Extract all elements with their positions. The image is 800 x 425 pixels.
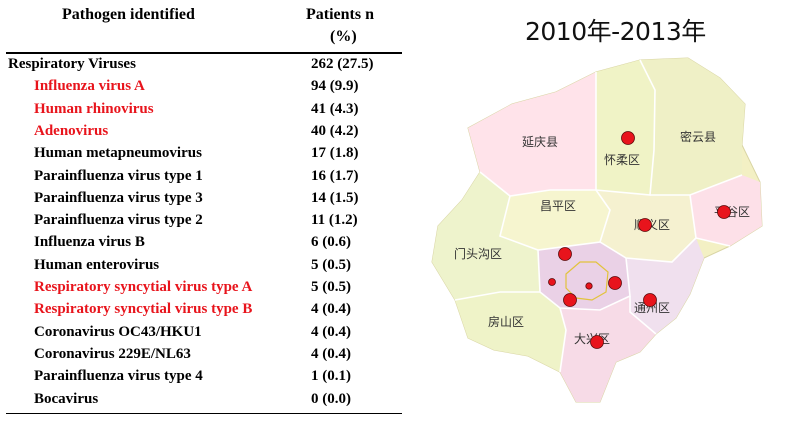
- pathogen-table: Pathogen identified Patients n (%) Respi…: [0, 6, 402, 414]
- patients-value: 5 (0.5): [311, 279, 351, 295]
- pathogen-label: Adenovirus: [34, 122, 109, 139]
- table-row: Respiratory Viruses 262 (27.5): [0, 56, 400, 78]
- pathogen-label: Respiratory syncytial virus type B: [34, 301, 253, 318]
- table-row: Influenza virus B 6 (0.6): [0, 234, 400, 256]
- pathogen-label: Coronavirus 229E/NL63: [34, 345, 191, 362]
- label-changping: 昌平区: [540, 199, 576, 213]
- urban-ring-roads: [565, 261, 609, 301]
- marker-fengtai: [563, 293, 577, 307]
- district-borders: [454, 59, 743, 373]
- district-fangshan: [455, 292, 566, 372]
- table-row: Parainfluenza virus type 2 11 (1.2): [0, 212, 400, 234]
- table-row: Coronavirus OC43/HKU1 4 (0.4): [0, 324, 400, 346]
- district-huairou: [596, 60, 655, 195]
- label-tongzhou: 通州区: [634, 301, 670, 315]
- header-patients-line1: Patients n: [306, 6, 374, 23]
- table-row: Human rhinovirus 41 (4.3): [0, 101, 400, 123]
- bottom-rule: [6, 413, 402, 414]
- marker-center-small: [585, 282, 593, 290]
- table-row: Respiratory syncytial virus type B 4 (0.4…: [0, 301, 400, 323]
- pathogen-label: Human rhinovirus: [34, 100, 154, 117]
- pathogen-label: Parainfluenza virus type 3: [34, 189, 203, 206]
- patients-value: 41 (4.3): [311, 100, 359, 117]
- patients-value: 0 (0.0): [311, 390, 351, 407]
- pathogen-label: Human enterovirus: [34, 256, 160, 273]
- district-mentougou: [432, 172, 540, 300]
- patients-value: 16 (1.7): [311, 167, 359, 184]
- district-miyun: [640, 58, 745, 195]
- table-row: Human metapneumovirus 17 (1.8): [0, 145, 400, 167]
- pathogen-label: Respiratory Viruses: [8, 56, 136, 72]
- table-row: Parainfluenza virus type 4 1 (0.1): [0, 368, 400, 390]
- patients-value: 17 (1.8): [311, 145, 359, 162]
- table-row: Adenovirus 40 (4.2): [0, 123, 400, 145]
- marker-fengtai-small: [548, 278, 556, 286]
- label-mentougou: 门头沟区: [454, 246, 502, 261]
- marker-huairou: [621, 131, 635, 145]
- pathogen-label: Parainfluenza virus type 1: [34, 167, 203, 184]
- marker-pinggu: [717, 205, 731, 219]
- marker-haidian: [558, 247, 572, 261]
- pathogen-label: Respiratory syncytial virus type A: [34, 279, 253, 295]
- label-fangshan: 房山区: [488, 314, 524, 329]
- district-daxing: [560, 296, 656, 402]
- patients-value: 1 (0.1): [311, 368, 351, 385]
- patients-value: 4 (0.4): [311, 345, 351, 362]
- header-patients-line2: (%): [330, 28, 357, 45]
- label-miyun: 密云县: [680, 129, 716, 144]
- patients-value: 6 (0.6): [311, 234, 351, 251]
- patients-value: 4 (0.4): [311, 323, 351, 340]
- patients-value: 40 (4.2): [311, 122, 359, 139]
- marker-daxing: [590, 335, 604, 349]
- district-yanqing: [468, 72, 596, 196]
- pathogen-label: Bocavirus: [34, 390, 99, 407]
- marker-chaoyang: [608, 276, 622, 290]
- patients-value: 262 (27.5): [311, 56, 374, 72]
- patients-value: 94 (9.9): [311, 78, 359, 95]
- pathogen-label: Influenza virus B: [34, 234, 145, 251]
- district-tongzhou: [626, 238, 704, 334]
- patients-value: 5 (0.5): [311, 256, 351, 273]
- marker-tongzhou: [643, 293, 657, 307]
- table-row: Coronavirus 229E/NL63 4 (0.4): [0, 346, 400, 368]
- district-changping: [500, 190, 610, 250]
- pathogen-label: Parainfluenza virus type 2: [34, 212, 203, 229]
- pathogen-label: Influenza virus A: [34, 78, 145, 95]
- marker-shunyi: [638, 218, 652, 232]
- header-rule: [6, 52, 402, 54]
- table-row: Parainfluenza virus type 1 16 (1.7): [0, 168, 400, 190]
- label-huairou: 怀柔区: [604, 153, 640, 167]
- pathogen-label: Coronavirus OC43/HKU1: [34, 323, 202, 340]
- table-row: Influenza virus A 94 (9.9): [0, 78, 400, 100]
- case-markers: [548, 131, 731, 349]
- patients-value: 4 (0.4): [311, 301, 351, 318]
- table-row: Parainfluenza virus type 3 14 (1.5): [0, 190, 400, 212]
- patients-value: 11 (1.2): [311, 212, 358, 229]
- pathogen-label: Human metapneumovirus: [34, 145, 202, 162]
- beijing-district-map: 延庆县 怀柔区 密云县 昌平区 顺义区 平谷区 门头沟区 通州区 房山区 大兴区: [408, 0, 800, 420]
- beijing-map-panel: 延庆县 怀柔区 密云县 昌平区 顺义区 平谷区 门头沟区 通州区 房山区 大兴区: [408, 0, 800, 420]
- patients-value: 14 (1.5): [311, 189, 359, 206]
- map-title: 2010年-2013年: [525, 17, 706, 46]
- pathogen-label: Parainfluenza virus type 4: [34, 368, 203, 385]
- label-yanqing: 延庆县: [522, 135, 558, 149]
- table-row: Human enterovirus 5 (0.5): [0, 257, 400, 279]
- table-row: Respiratory syncytial virus type A 5 (0.5…: [0, 279, 400, 301]
- table-row: Bocavirus 0 (0.0): [0, 391, 400, 413]
- header-pathogen: Pathogen identified: [62, 6, 195, 23]
